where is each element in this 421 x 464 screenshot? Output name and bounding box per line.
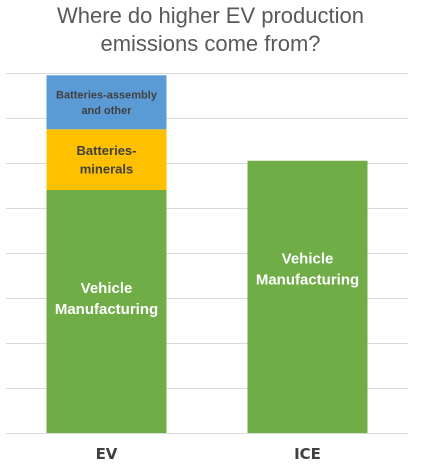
category-label-ice: ICE [294,445,321,463]
x-axis: EV ICE [6,433,408,463]
segment-label-ice-0: Vehicle Manufacturing [256,251,359,289]
segment-label-ev-1: Batteries-minerals [77,143,137,176]
segment-label-ev-0: Vehicle Manufacturing [55,280,158,318]
chart-title-line-1: Where do higher EV production [57,3,364,28]
chart-title: Where do higher EV production emissions … [0,2,421,58]
bar-segment-ev-2 [46,75,167,130]
segment-labels: Vehicle Manufacturing Batteries-minerals Ba… [55,89,359,317]
chart-title-line-2: emissions come from? [100,31,321,56]
category-label-ev: EV [96,445,118,463]
bar-segment-ev-0 [46,190,167,433]
bar-segment-ev-1 [46,129,167,190]
bar-segment-ice-0 [247,160,368,433]
segment-label-ev-2: Batteries-assembly and other [56,89,158,116]
bars [46,75,368,433]
